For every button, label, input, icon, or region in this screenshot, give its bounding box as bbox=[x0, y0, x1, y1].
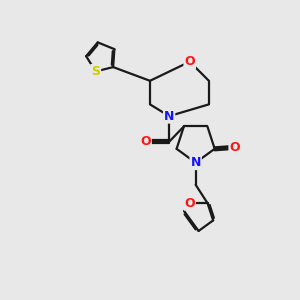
Text: O: O bbox=[184, 55, 195, 68]
Text: O: O bbox=[230, 141, 240, 154]
Text: N: N bbox=[190, 156, 201, 169]
Text: S: S bbox=[91, 65, 100, 78]
Text: O: O bbox=[184, 197, 195, 210]
Text: N: N bbox=[164, 110, 174, 123]
Text: O: O bbox=[140, 135, 151, 148]
